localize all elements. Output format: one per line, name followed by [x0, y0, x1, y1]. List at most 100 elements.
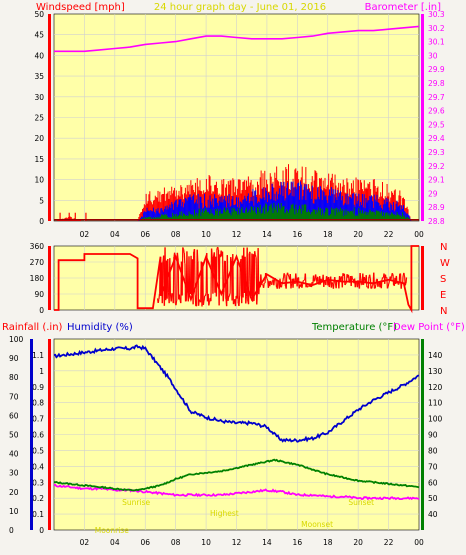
- wind-direction-mark: [324, 280, 326, 283]
- wind-direction-mark: [341, 273, 344, 288]
- wind-direction-mark: [230, 257, 232, 261]
- x-tick-label: 16: [293, 230, 303, 239]
- x-tick-label: 20: [353, 538, 363, 547]
- wind-direction-mark: [355, 281, 358, 283]
- wind-direction-mark: [177, 258, 180, 300]
- wind-direction-mark: [228, 293, 231, 297]
- wind-direction-mark: [202, 262, 204, 305]
- y-tick-label: 20: [34, 134, 44, 143]
- wind-direction-mark: [400, 283, 403, 289]
- wind-direction-mark: [194, 294, 197, 306]
- wind-direction-mark: [215, 248, 218, 297]
- wind-direction-mark: [206, 252, 208, 302]
- y2-tick-label: 28.8: [428, 217, 445, 226]
- rain-tick-label: 0: [39, 526, 44, 535]
- wind-direction-mark: [281, 281, 284, 284]
- temperature-tick-label: 120: [428, 383, 443, 392]
- wind-direction-mark: [290, 283, 293, 289]
- x-tick-label: 02: [80, 538, 90, 547]
- wind-direction-mark: [218, 254, 221, 306]
- wind-direction-mark: [387, 283, 390, 287]
- wind-direction-mark: [228, 295, 230, 298]
- wind-direction-mark: [332, 281, 335, 289]
- wind-direction-mark: [280, 283, 283, 288]
- temperature-tick-label: 140: [428, 351, 443, 360]
- humidity-tick-label: 40: [9, 450, 19, 459]
- wind-direction-mark: [380, 279, 383, 289]
- wind-direction-mark: [198, 299, 201, 302]
- wind-direction-mark: [203, 295, 206, 301]
- wind-direction-mark: [157, 299, 160, 304]
- wind-direction-mark: [405, 277, 408, 284]
- compass-letter: W: [440, 258, 450, 269]
- wind-direction-mark: [233, 302, 235, 305]
- wind-direction-mark: [171, 292, 173, 295]
- direction-tick-label: 270: [30, 258, 45, 267]
- wind-direction-mark: [183, 249, 185, 254]
- wind-direction-mark: [188, 256, 191, 293]
- temperature-tick-label: 110: [428, 399, 443, 408]
- wind-direction-mark: [176, 252, 178, 301]
- direction-tick-label: 360: [30, 242, 45, 251]
- wind-direction-mark: [371, 283, 374, 286]
- wind-direction-mark: [172, 256, 175, 304]
- wind-direction-mark: [238, 296, 241, 307]
- wind-direction-mark: [161, 261, 164, 304]
- y2-tick-label: 30.3: [428, 10, 445, 19]
- wind-direction-mark: [223, 261, 226, 293]
- wind-direction-mark: [284, 274, 286, 287]
- x-tick-label: 12: [232, 538, 242, 547]
- wind-direction-mark: [244, 256, 247, 304]
- wind-direction-mark: [287, 274, 290, 277]
- wind-direction-mark: [261, 282, 263, 285]
- wind-direction-mark: [254, 251, 256, 255]
- x-tick-label: 06: [140, 230, 150, 239]
- x-tick-label: 04: [110, 230, 120, 239]
- wind-direction-mark: [390, 276, 393, 280]
- wind-direction-mark: [260, 274, 263, 284]
- wind-direction-mark: [365, 275, 368, 288]
- wind-direction-mark: [217, 246, 219, 250]
- wind-direction-mark: [347, 274, 350, 283]
- wind-direction-mark: [246, 247, 249, 302]
- compass-letter: N: [440, 306, 447, 317]
- annotation-label: Highest: [210, 509, 239, 518]
- y-tick-label: 5: [39, 196, 44, 205]
- wind-direction-mark: [377, 284, 380, 287]
- y2-tick-label: 30: [428, 51, 438, 60]
- wind-direction-mark: [273, 279, 276, 286]
- rain-tick-label: 1: [39, 367, 44, 376]
- wind-direction-mark: [222, 251, 224, 302]
- humidity-tick-label: 100: [9, 335, 24, 344]
- wind-direction-mark: [254, 254, 257, 258]
- header-barometer-label: Barometer [.in]: [365, 2, 441, 13]
- annotation-label: Moonset: [301, 520, 333, 529]
- x-tick-label: 02: [80, 230, 90, 239]
- wind-direction-mark: [369, 278, 372, 289]
- x-tick-label: 18: [323, 230, 333, 239]
- rainfall-label: Rainfall (.in): [2, 322, 63, 333]
- wind-direction-mark: [282, 277, 284, 282]
- wind-direction-mark: [325, 276, 328, 286]
- temperature-tick-label: 130: [428, 367, 443, 376]
- wind-direction-mark: [295, 273, 297, 280]
- wind-direction-mark: [369, 274, 371, 279]
- wind-direction-mark: [170, 293, 173, 302]
- rain-tick-label: 0.3: [32, 478, 44, 487]
- direction-tick-label: 180: [30, 274, 45, 283]
- wind-direction-mark: [328, 281, 331, 288]
- wind-direction-mark: [367, 276, 370, 289]
- y-tick-label: 40: [34, 51, 44, 60]
- y2-tick-label: 28.9: [428, 203, 445, 212]
- temperature-label: Temperature (°F): [311, 322, 397, 333]
- wind-direction-mark: [398, 273, 401, 284]
- temperature-tick-label: 100: [428, 415, 443, 424]
- wind-direction-mark: [255, 257, 258, 305]
- wind-direction-mark: [395, 275, 398, 284]
- wind-direction-mark: [208, 302, 211, 306]
- wind-direction-noise: [157, 246, 408, 307]
- annotation-label: Sunrise: [122, 498, 150, 507]
- wind-direction-mark: [373, 272, 375, 289]
- wind-direction-mark: [250, 296, 252, 299]
